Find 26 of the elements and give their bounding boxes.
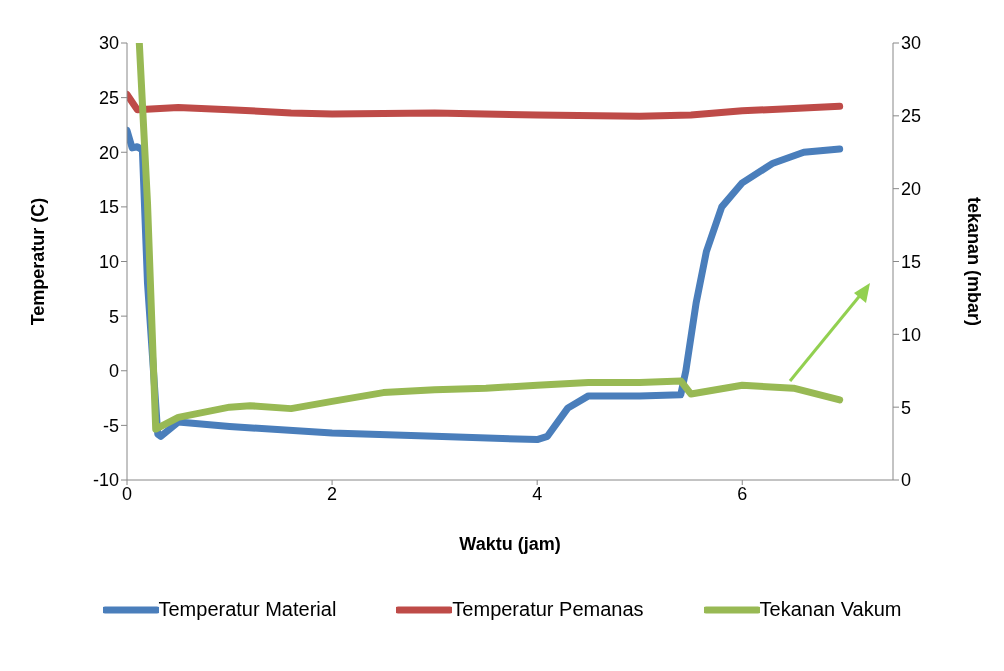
y2-tick-label: 5 bbox=[901, 397, 912, 418]
y-tick-label: 0 bbox=[108, 361, 119, 382]
x-tick-label: 6 bbox=[737, 483, 748, 504]
y2-tick-label: 15 bbox=[901, 251, 922, 272]
y-tick-label: 10 bbox=[98, 251, 119, 272]
y-tick-label: 20 bbox=[98, 142, 119, 163]
x-tick-label: 0 bbox=[121, 483, 133, 504]
x-axis-title: Waktu (jam) bbox=[459, 534, 561, 554]
legend-label: Temperatur Pemanas bbox=[452, 598, 644, 621]
y2-tick-label: 30 bbox=[901, 33, 922, 54]
y-tick-label: -5 bbox=[102, 415, 119, 436]
y-tick-label: 5 bbox=[108, 306, 119, 327]
x-tick-label: 2 bbox=[327, 483, 338, 504]
y-axis-title: Temperatur (C) bbox=[28, 197, 49, 326]
legend-label: Tekanan Vakum bbox=[759, 598, 902, 621]
y2-axis-title: tekanan (mbar) bbox=[963, 196, 984, 327]
x-tick-label: 4 bbox=[532, 483, 543, 504]
y-tick-label: -10 bbox=[92, 470, 119, 491]
y2-tick-label: 25 bbox=[901, 106, 922, 127]
y2-tick-label: 0 bbox=[901, 470, 912, 491]
legend-label: Temperatur Material bbox=[158, 598, 337, 621]
y-tick-label: 15 bbox=[98, 197, 119, 218]
y-tick-label: 30 bbox=[98, 33, 119, 54]
y-tick-label: 25 bbox=[98, 88, 119, 109]
y2-tick-label: 20 bbox=[901, 179, 922, 200]
y2-tick-label: 10 bbox=[901, 324, 922, 345]
